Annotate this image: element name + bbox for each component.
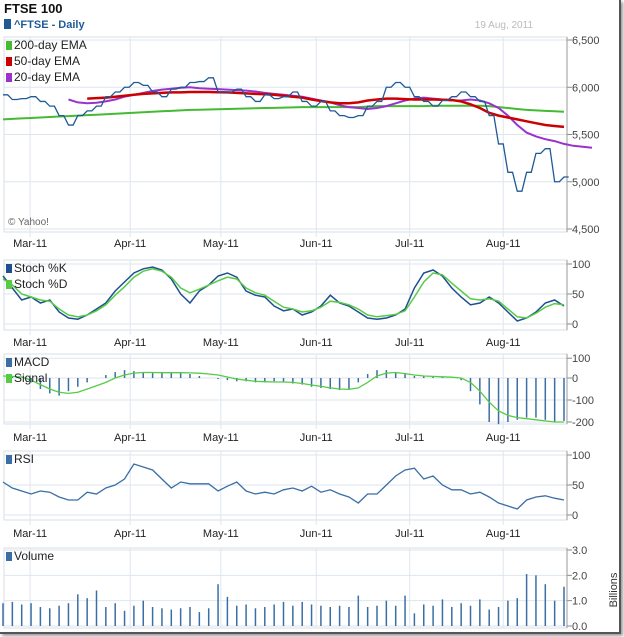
stoch-k-legend-label: Stoch %K bbox=[14, 261, 67, 275]
stoch-d-legend-swatch bbox=[6, 280, 12, 289]
y-tick-label: 4,500 bbox=[572, 224, 600, 236]
y-tick-label: 3.0 bbox=[572, 545, 587, 557]
ema200-legend-swatch bbox=[6, 41, 12, 50]
month-label: Aug-11 bbox=[486, 528, 521, 540]
copyright: © Yahoo! bbox=[8, 217, 49, 228]
month-label: Apr-11 bbox=[114, 337, 146, 349]
month-label: May-11 bbox=[203, 528, 239, 540]
y-tick-label: 50 bbox=[572, 480, 584, 492]
y-tick-label: 6,500 bbox=[572, 35, 600, 47]
y-tick-label: 100 bbox=[572, 450, 590, 462]
month-label: Jun-11 bbox=[300, 528, 333, 540]
y-tick-label: 1.0 bbox=[572, 596, 587, 608]
month-label: Jun-11 bbox=[300, 337, 333, 349]
month-label: Jul-11 bbox=[395, 337, 424, 349]
ema200-legend-label: 200-day EMA bbox=[14, 38, 87, 52]
y-tick-label: 100 bbox=[572, 353, 590, 365]
month-label: Apr-11 bbox=[114, 528, 146, 540]
stoch-d-legend-label: Stoch %D bbox=[14, 277, 68, 291]
symbol-label: ^FTSE - Daily bbox=[14, 19, 85, 31]
ema50-legend-swatch bbox=[6, 57, 12, 66]
panel-2-background bbox=[3, 353, 568, 425]
panel-4-background bbox=[3, 547, 568, 629]
month-label: Mar-11 bbox=[13, 432, 47, 444]
ema20-legend-swatch bbox=[6, 73, 12, 82]
month-label: May-11 bbox=[203, 432, 239, 444]
volume-legend-swatch bbox=[6, 552, 12, 561]
month-label: Mar-11 bbox=[13, 238, 47, 250]
y-tick-label: -200 bbox=[572, 417, 594, 429]
month-label: Aug-11 bbox=[486, 238, 521, 250]
y-tick-label: 6,000 bbox=[572, 82, 600, 94]
month-label: Aug-11 bbox=[486, 337, 521, 349]
price-line bbox=[3, 77, 569, 192]
stoch-k-line bbox=[2, 266, 565, 322]
month-label: Jun-11 bbox=[300, 238, 333, 250]
month-label: Aug-11 bbox=[486, 432, 521, 444]
stoch-d-line bbox=[2, 268, 565, 319]
month-label: Jun-11 bbox=[300, 432, 333, 444]
ema200-line bbox=[2, 104, 565, 121]
month-label: Apr-11 bbox=[114, 432, 146, 444]
ema50-legend-label: 50-day EMA bbox=[14, 54, 80, 68]
y-tick-label: 5,000 bbox=[572, 177, 600, 189]
y-tick-label: -100 bbox=[572, 395, 594, 407]
y-tick-label: 100 bbox=[572, 259, 590, 271]
signal-legend-swatch bbox=[6, 374, 12, 383]
y-tick-label: 0 bbox=[572, 510, 578, 522]
y-tick-label: 0.0 bbox=[572, 621, 587, 633]
month-label: May-11 bbox=[203, 337, 239, 349]
date-label: 19 Aug, 2011 bbox=[475, 20, 534, 31]
y-tick-label: 0 bbox=[572, 373, 578, 385]
month-label: Mar-11 bbox=[13, 337, 47, 349]
ema20-legend-label: 20-day EMA bbox=[14, 70, 80, 84]
macd-legend-swatch bbox=[6, 358, 12, 367]
rsi-line bbox=[2, 463, 565, 510]
volume-legend-label: Volume bbox=[14, 549, 54, 563]
y-tick-label: 50 bbox=[572, 289, 584, 301]
month-label: Jul-11 bbox=[395, 432, 424, 444]
macd-legend-label: MACD bbox=[14, 355, 50, 369]
signal-line bbox=[2, 371, 564, 423]
month-label: May-11 bbox=[203, 238, 239, 250]
rsi-legend-swatch bbox=[6, 455, 12, 464]
y-tick-label: 0 bbox=[572, 319, 578, 331]
month-label: Jul-11 bbox=[395, 238, 424, 250]
symbol-legend-swatch bbox=[4, 19, 11, 29]
panel-1-background bbox=[3, 259, 568, 331]
month-label: Apr-11 bbox=[114, 238, 146, 250]
month-label: Jul-11 bbox=[395, 528, 424, 540]
stoch-k-legend-swatch bbox=[6, 264, 12, 273]
y-tick-label: 2.0 bbox=[572, 570, 587, 582]
signal-legend-label: Signal bbox=[14, 371, 47, 385]
y-tick-label: 5,500 bbox=[572, 130, 600, 142]
volume-axis-label: Billions bbox=[608, 572, 620, 607]
chart-title: FTSE 100 bbox=[4, 1, 63, 16]
rsi-legend-label: RSI bbox=[14, 452, 34, 466]
month-label: Mar-11 bbox=[13, 528, 47, 540]
